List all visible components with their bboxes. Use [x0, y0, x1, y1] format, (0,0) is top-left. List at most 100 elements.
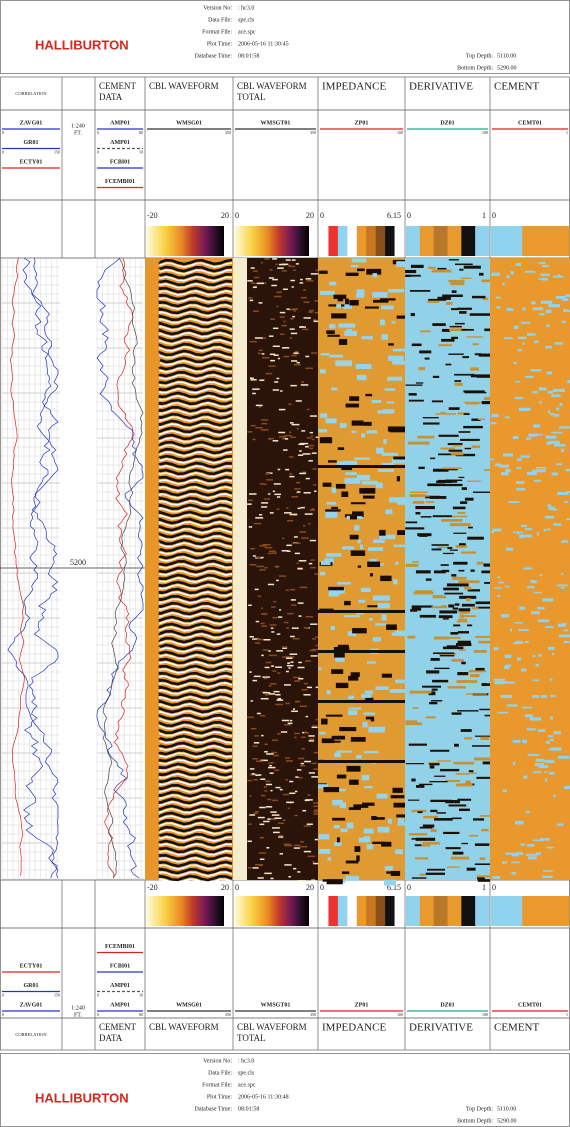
speck — [555, 342, 563, 345]
speck — [472, 745, 491, 747]
speck — [250, 795, 252, 797]
speck — [456, 773, 470, 775]
color-band — [357, 896, 367, 926]
speck — [560, 403, 563, 406]
speck — [350, 516, 357, 520]
speck — [260, 859, 265, 861]
curve-left: 0 — [97, 130, 99, 135]
speck — [306, 278, 312, 280]
speck — [475, 636, 491, 638]
speck — [542, 265, 549, 267]
speck — [344, 331, 357, 336]
speck — [522, 740, 527, 743]
speck — [261, 262, 263, 264]
speck — [294, 680, 300, 682]
speck — [542, 598, 553, 601]
speck — [441, 339, 454, 342]
speck — [279, 409, 286, 411]
speck — [432, 680, 448, 683]
speck — [305, 799, 313, 801]
speck — [259, 865, 263, 867]
speck — [368, 547, 383, 551]
speck — [357, 289, 365, 295]
curve-left: 0 — [97, 1012, 99, 1017]
color-band — [328, 226, 338, 256]
speck — [362, 803, 374, 806]
speck — [448, 686, 466, 688]
speck — [521, 455, 530, 457]
speck — [545, 516, 554, 519]
speck — [426, 873, 445, 875]
depth-label: Top Depth: — [466, 1106, 493, 1112]
speck — [269, 269, 272, 271]
speck — [409, 393, 417, 395]
curve-name: WMSG01 — [176, 120, 202, 126]
speck — [272, 617, 277, 619]
speck — [461, 278, 472, 279]
speck — [255, 517, 263, 519]
depth-label: Bottom Depth: — [457, 1118, 493, 1124]
color-band — [376, 896, 386, 926]
speck — [505, 416, 510, 418]
band — [318, 610, 405, 613]
speck — [305, 446, 309, 448]
speck — [288, 808, 290, 810]
speck — [427, 869, 445, 871]
speck — [254, 676, 261, 678]
speck — [277, 672, 280, 674]
speck — [459, 570, 465, 572]
speck — [464, 402, 481, 403]
speck — [539, 574, 542, 576]
speck — [406, 763, 424, 764]
speck — [299, 560, 306, 562]
speck — [352, 628, 367, 633]
speck — [292, 316, 295, 318]
speck — [275, 817, 282, 819]
speck — [459, 543, 466, 545]
color-band — [522, 896, 538, 926]
speck — [304, 683, 308, 685]
speck — [303, 525, 305, 527]
speck — [382, 614, 387, 620]
speck — [525, 714, 533, 717]
curve-right: 100 — [482, 130, 488, 135]
speck — [313, 811, 318, 813]
speck — [293, 542, 301, 544]
speck — [553, 523, 561, 526]
speck — [451, 337, 458, 339]
speck — [385, 866, 393, 870]
speck — [532, 655, 535, 657]
speck — [420, 827, 433, 829]
speck — [510, 629, 512, 632]
speck — [566, 518, 570, 520]
speck — [321, 353, 330, 355]
depth-scale: FT. — [74, 1012, 83, 1018]
speck — [331, 388, 337, 391]
speck — [566, 469, 570, 471]
speck — [498, 582, 504, 584]
speck — [253, 555, 256, 557]
speck — [298, 454, 303, 456]
speck — [312, 763, 317, 765]
depth-value: 5110.00 — [497, 1106, 516, 1112]
scale-min: -20 — [147, 211, 158, 220]
speck — [278, 469, 281, 471]
speck — [255, 337, 263, 339]
speck — [515, 381, 520, 383]
speck — [253, 779, 258, 781]
speck — [550, 678, 552, 680]
speck — [505, 655, 512, 658]
speck — [406, 521, 418, 523]
speck — [295, 553, 300, 555]
speck — [405, 275, 411, 277]
speck — [316, 645, 318, 647]
speck — [312, 725, 318, 727]
speck — [472, 343, 478, 345]
speck — [271, 665, 274, 667]
speck — [297, 871, 300, 873]
scale-min: 0 — [235, 211, 239, 220]
speck — [466, 598, 471, 601]
speck — [472, 607, 478, 609]
speck — [257, 283, 264, 285]
curve-name: WMSGT01 — [261, 120, 291, 126]
